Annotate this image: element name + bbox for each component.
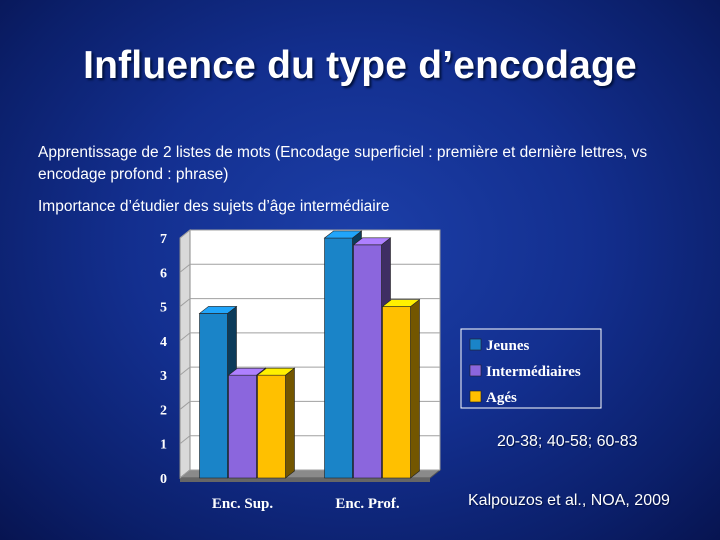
bar-top bbox=[256, 367, 296, 376]
bar-top bbox=[198, 306, 238, 314]
y-tick-labels: 0 1 2 3 4 5 6 7 bbox=[160, 232, 167, 487]
bar-front bbox=[228, 374, 257, 479]
y-tick-label: 1 bbox=[160, 438, 167, 453]
bar-front bbox=[382, 306, 411, 479]
x-tick-label: Enc. Prof. bbox=[335, 496, 400, 512]
y-tick-label: 3 bbox=[160, 369, 167, 384]
gridline bbox=[179, 229, 440, 239]
bar-front bbox=[353, 244, 382, 479]
bar-top bbox=[227, 367, 267, 376]
legend-label: Intermédiaires bbox=[486, 364, 581, 380]
bar bbox=[381, 298, 421, 479]
bar-top bbox=[352, 237, 392, 246]
y-tick-label: 6 bbox=[160, 266, 167, 281]
bar-front bbox=[257, 374, 286, 479]
bar-top bbox=[323, 230, 363, 239]
x-tick-label: Enc. Sup. bbox=[212, 496, 274, 512]
y-tick-label: 2 bbox=[160, 403, 167, 418]
bar-side bbox=[285, 367, 295, 479]
bar bbox=[256, 367, 296, 479]
legend: Jeunes Intermédiaires Agés bbox=[460, 328, 602, 409]
legend-box bbox=[460, 328, 602, 409]
slide-title: Influence du type d’encodage bbox=[83, 44, 637, 87]
bar-side bbox=[410, 298, 420, 479]
y-tick-label: 5 bbox=[160, 301, 167, 316]
legend-label: Agés bbox=[486, 390, 517, 406]
bar-top bbox=[381, 299, 421, 307]
bar-front bbox=[324, 237, 353, 479]
legend-label: Jeunes bbox=[486, 338, 530, 354]
y-tick-label: 0 bbox=[160, 472, 167, 487]
y-tick-label: 4 bbox=[160, 335, 167, 350]
bars bbox=[198, 230, 421, 479]
plot-floor-edge bbox=[180, 478, 430, 482]
legend-swatch bbox=[469, 338, 482, 351]
x-tick-labels: Enc. Sup. Enc. Prof. bbox=[212, 496, 400, 512]
citation: Kalpouzos et al., NOA, 2009 bbox=[468, 492, 670, 509]
legend-swatch bbox=[469, 390, 482, 403]
bar-front bbox=[199, 313, 228, 479]
plot-side-wall bbox=[179, 228, 191, 480]
y-tick-label: 7 bbox=[160, 232, 167, 247]
description-line-1: Apprentissage de 2 listes de mots (Encod… bbox=[38, 144, 648, 183]
legend-swatch bbox=[469, 364, 482, 377]
age-ranges: 20-38; 40-58; 60-83 bbox=[497, 433, 638, 450]
description-line-2: Importance d’étudier des sujets d’âge in… bbox=[38, 198, 390, 215]
